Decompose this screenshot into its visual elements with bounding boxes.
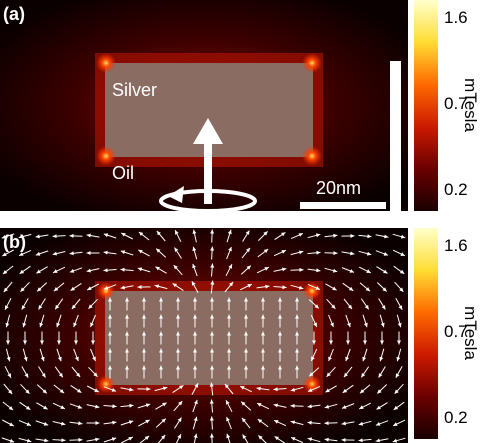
scale-bar-horizontal [300, 202, 386, 209]
colorbar-a: 1.6 0.7 0.2 mTesla [410, 0, 497, 211]
colorbar-b: 1.6 0.7 0.2 mTesla [410, 228, 497, 439]
colorbar-tick: 1.6 [444, 8, 468, 28]
hotspot [302, 53, 322, 73]
colorbar-gradient [414, 228, 438, 439]
panel-b: (b) [0, 228, 408, 439]
hotspot [303, 282, 321, 300]
colorbar-unit: mTesla [460, 306, 480, 360]
medium-label: Oil [112, 163, 134, 184]
colorbar-tick: 0.2 [444, 408, 468, 428]
scale-label: 20nm [316, 178, 361, 199]
colorbar-gradient [414, 0, 438, 211]
field-map-b [0, 228, 408, 443]
material-label: Silver [112, 80, 157, 101]
panel-label-a: (a) [3, 4, 25, 25]
hotspot [96, 53, 116, 73]
panel-a: (a) Silver Oil 20nm [0, 0, 408, 211]
panel-label-b: (b) [3, 232, 26, 253]
scale-bar-vertical [390, 61, 401, 211]
colorbar-tick: 1.6 [444, 236, 468, 256]
hotspot [97, 282, 115, 300]
colorbar-tick: 0.2 [444, 180, 468, 200]
silver-block [105, 291, 313, 385]
colorbar-unit: mTesla [460, 78, 480, 132]
hotspot [302, 146, 322, 166]
